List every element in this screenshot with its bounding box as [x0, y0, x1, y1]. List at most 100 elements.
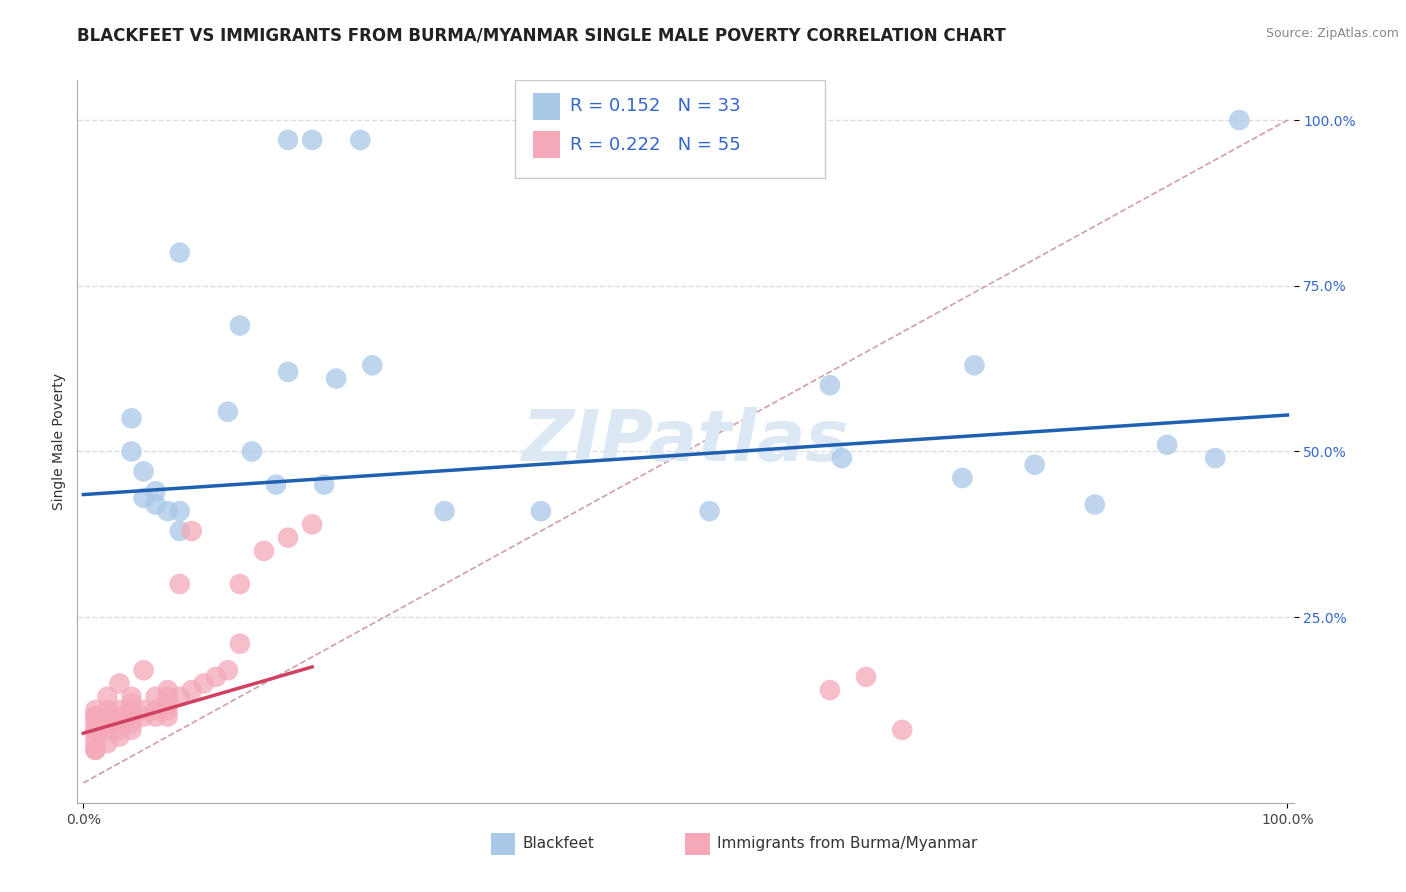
Point: [193, 676, 215, 690]
Point: [84, 743, 107, 757]
Point: [84, 723, 107, 737]
Text: BLACKFEET VS IMMIGRANTS FROM BURMA/MYANMAR SINGLE MALE POVERTY CORRELATION CHART: BLACKFEET VS IMMIGRANTS FROM BURMA/MYANM…: [77, 27, 1007, 45]
Point: [108, 716, 131, 731]
Point: [84, 716, 107, 731]
Point: [433, 504, 456, 518]
Text: R = 0.152   N = 33: R = 0.152 N = 33: [569, 97, 741, 115]
Text: Blackfeet: Blackfeet: [523, 837, 595, 852]
Point: [132, 663, 155, 677]
Point: [963, 359, 986, 373]
Point: [818, 683, 841, 698]
Point: [84, 709, 107, 723]
Point: [132, 703, 155, 717]
Point: [277, 531, 299, 545]
Point: [121, 690, 143, 704]
Text: ZIPatlas: ZIPatlas: [522, 407, 849, 476]
Point: [301, 133, 323, 147]
Point: [1204, 451, 1226, 466]
Point: [156, 690, 179, 704]
Point: [84, 709, 107, 723]
Point: [84, 703, 107, 717]
Point: [1024, 458, 1046, 472]
Point: [169, 690, 191, 704]
Point: [84, 723, 107, 737]
Point: [204, 670, 226, 684]
Point: [121, 723, 143, 737]
Point: [108, 676, 131, 690]
Point: [277, 133, 299, 147]
Point: [301, 517, 323, 532]
Point: [96, 703, 118, 717]
FancyBboxPatch shape: [686, 833, 710, 855]
Point: [132, 491, 155, 505]
Point: [145, 703, 167, 717]
Point: [325, 371, 347, 385]
Point: [96, 709, 118, 723]
Point: [121, 697, 143, 711]
Point: [180, 683, 202, 698]
FancyBboxPatch shape: [533, 131, 560, 158]
Point: [156, 504, 179, 518]
Point: [530, 504, 553, 518]
Point: [84, 730, 107, 744]
Point: [891, 723, 914, 737]
Point: [169, 504, 191, 518]
Point: [121, 709, 143, 723]
Point: [180, 524, 202, 538]
Point: [169, 524, 191, 538]
Point: [156, 703, 179, 717]
Point: [264, 477, 287, 491]
Point: [132, 464, 155, 478]
Point: [96, 709, 118, 723]
Point: [96, 716, 118, 731]
Point: [121, 716, 143, 731]
Point: [156, 709, 179, 723]
Point: [253, 544, 276, 558]
Point: [121, 411, 143, 425]
Point: [818, 378, 841, 392]
Point: [349, 133, 371, 147]
Point: [169, 577, 191, 591]
FancyBboxPatch shape: [515, 80, 825, 178]
FancyBboxPatch shape: [533, 93, 560, 120]
Point: [361, 359, 384, 373]
Point: [121, 703, 143, 717]
Point: [217, 663, 239, 677]
Point: [831, 451, 853, 466]
Y-axis label: Single Male Poverty: Single Male Poverty: [52, 373, 66, 510]
Point: [145, 498, 167, 512]
Point: [229, 637, 252, 651]
FancyBboxPatch shape: [491, 833, 515, 855]
Point: [84, 743, 107, 757]
Point: [217, 405, 239, 419]
Text: R = 0.222   N = 55: R = 0.222 N = 55: [569, 136, 741, 153]
Point: [96, 736, 118, 750]
Point: [96, 723, 118, 737]
Point: [156, 683, 179, 698]
Point: [108, 730, 131, 744]
Point: [855, 670, 877, 684]
Point: [277, 365, 299, 379]
Point: [229, 318, 252, 333]
Point: [121, 444, 143, 458]
Point: [108, 723, 131, 737]
Text: Source: ZipAtlas.com: Source: ZipAtlas.com: [1265, 27, 1399, 40]
Point: [314, 477, 336, 491]
Point: [229, 577, 252, 591]
Point: [108, 703, 131, 717]
Point: [950, 471, 973, 485]
Point: [156, 697, 179, 711]
Point: [1156, 438, 1178, 452]
Point: [145, 709, 167, 723]
Point: [145, 690, 167, 704]
Point: [699, 504, 721, 518]
Point: [132, 709, 155, 723]
Point: [96, 690, 118, 704]
Point: [1084, 498, 1107, 512]
Point: [240, 444, 263, 458]
Point: [145, 484, 167, 499]
Point: [84, 736, 107, 750]
Point: [108, 709, 131, 723]
Text: Immigrants from Burma/Myanmar: Immigrants from Burma/Myanmar: [717, 837, 977, 852]
Point: [1227, 113, 1250, 128]
